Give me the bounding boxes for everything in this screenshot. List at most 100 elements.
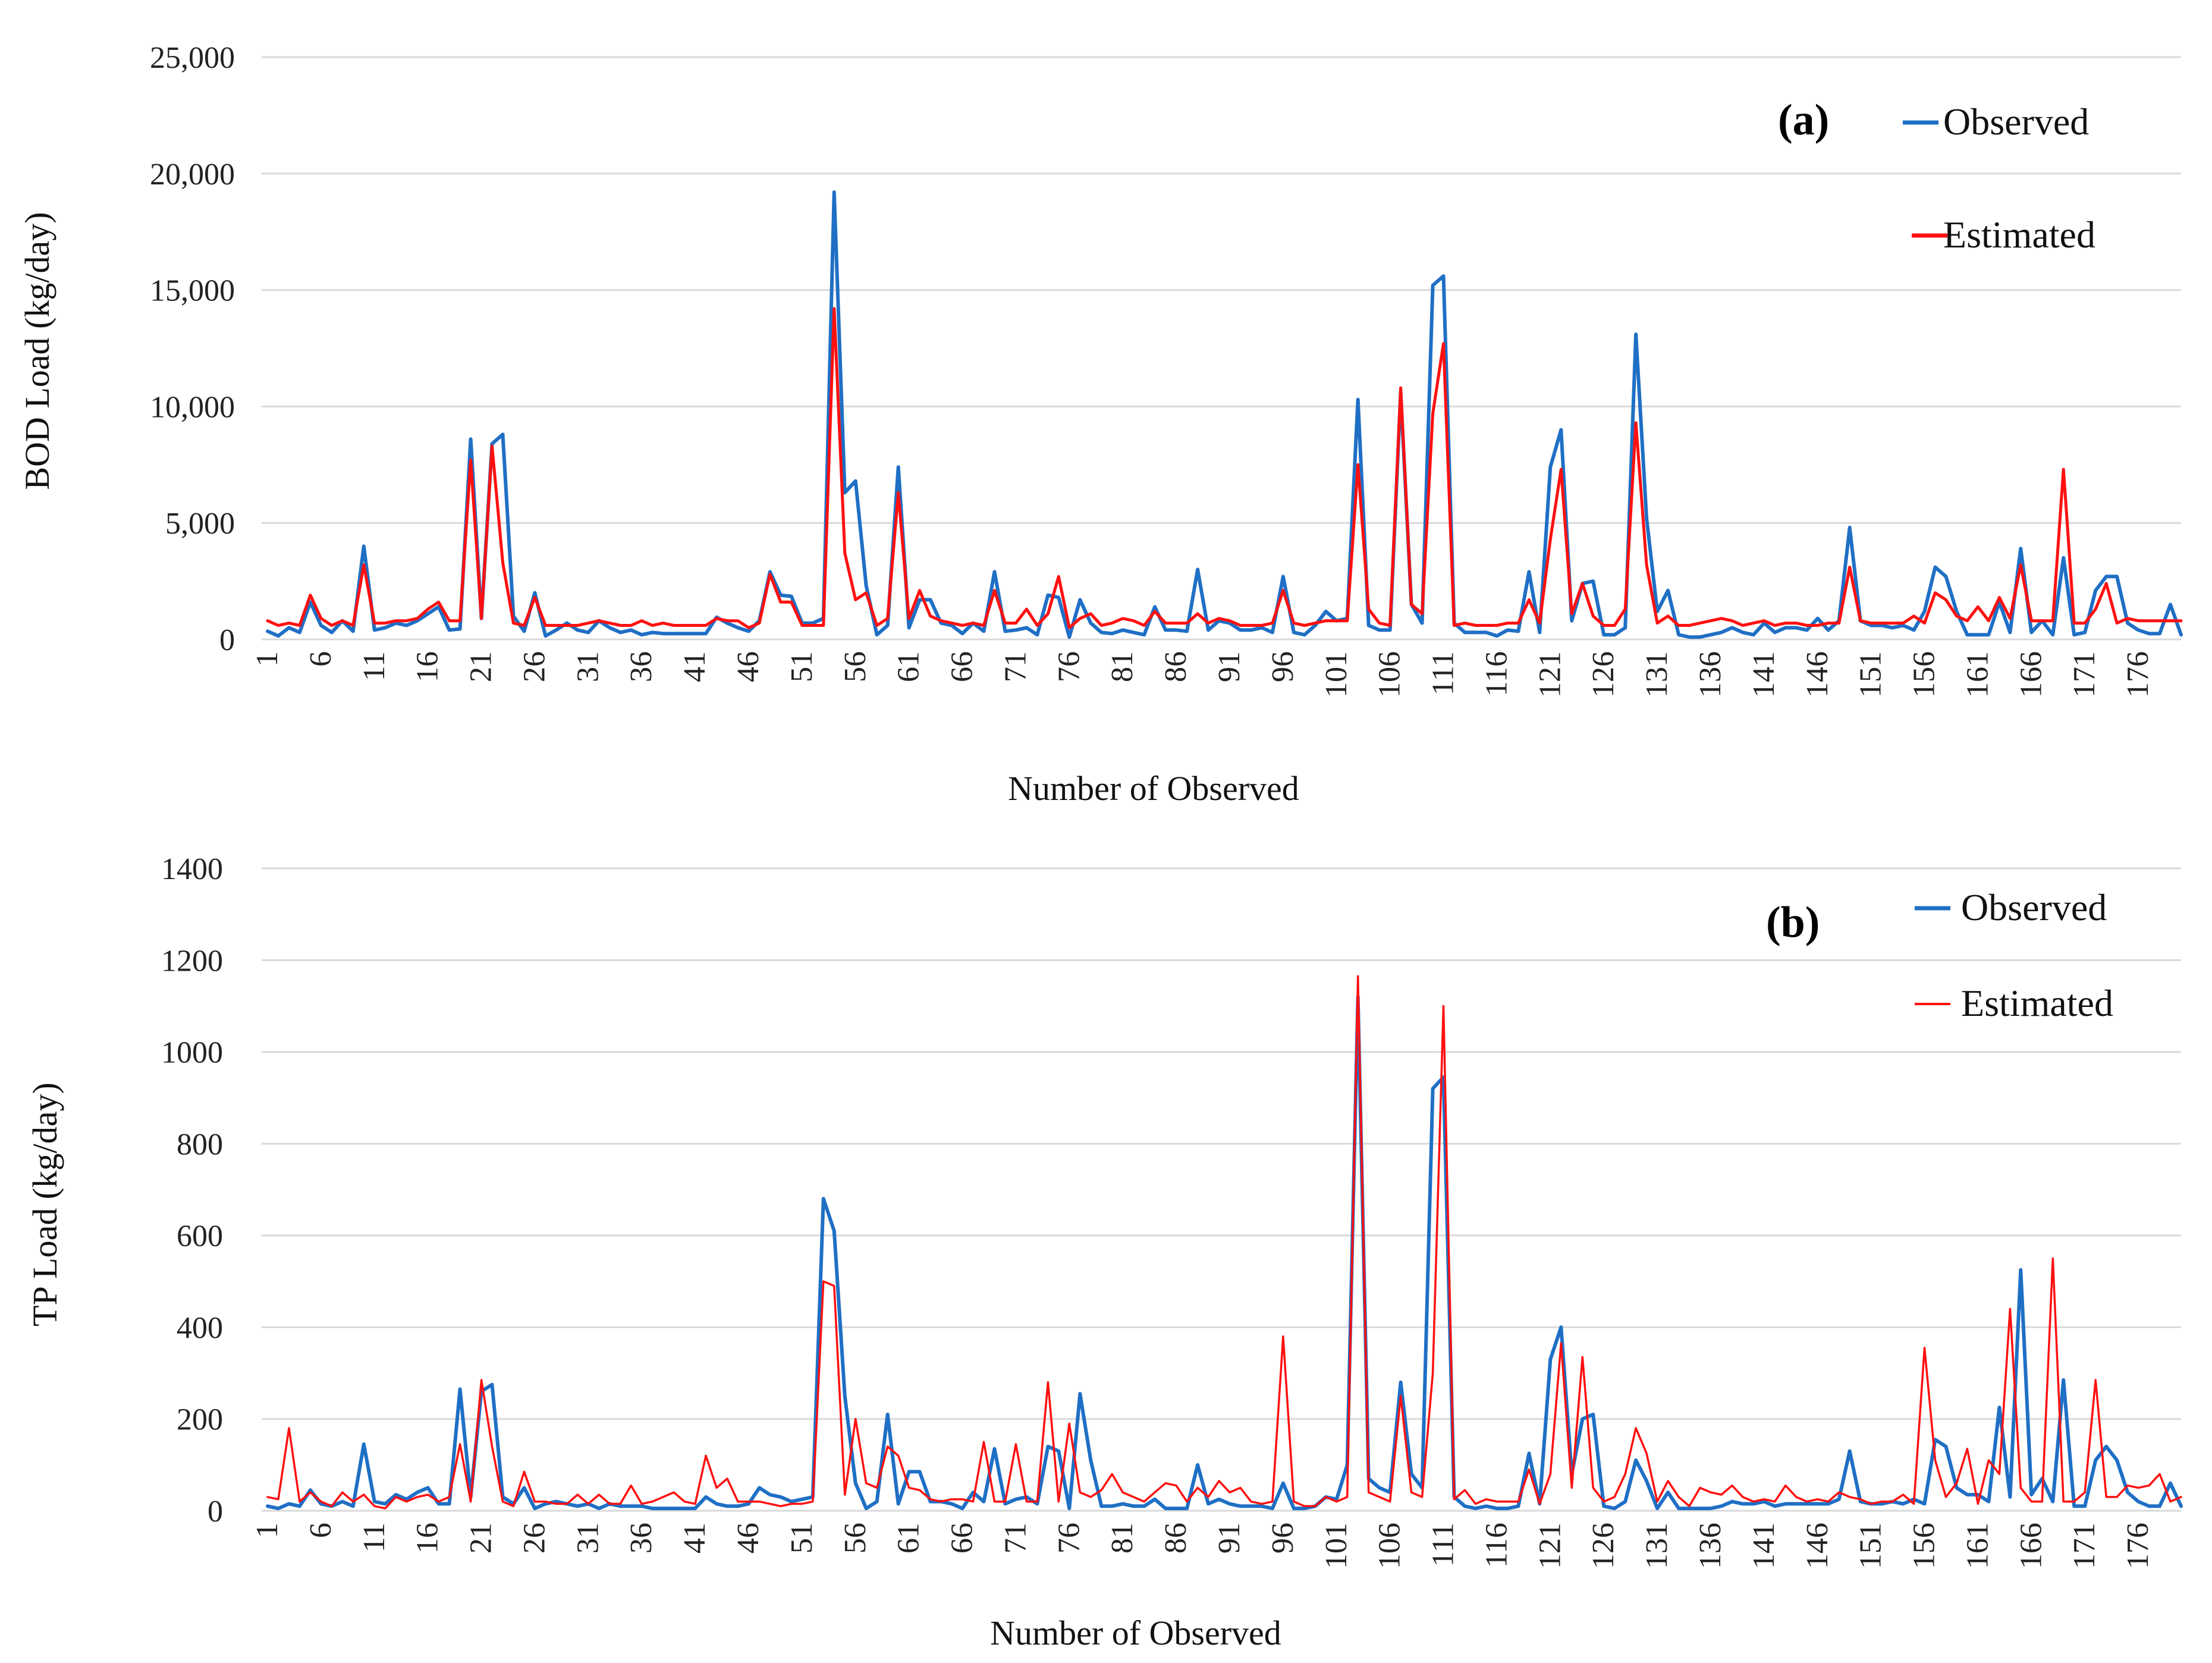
x-tick-label: 131 [1640,1523,1674,1569]
series-line-estimated [266,975,2182,1510]
x-tick-label: 66 [945,651,979,682]
x-tick-label: 146 [1801,1523,1834,1569]
x-tick-label: 71 [998,1523,1032,1554]
x-tick-label: 141 [1747,1523,1781,1569]
y-tick-label: 1000 [161,1036,223,1070]
panel-a-y-axis-title: BOD Load (kg/day) [18,212,56,490]
x-tick-label: 96 [1266,1523,1300,1554]
x-tick-label: 46 [731,1523,765,1554]
x-tick-label: 96 [1266,651,1300,682]
x-tick-label: 101 [1319,651,1353,698]
x-tick-label: 41 [678,651,712,682]
x-tick-label: 41 [678,1523,712,1554]
x-tick-label: 26 [517,1523,551,1554]
x-tick-label: 136 [1693,651,1727,698]
x-tick-label: 131 [1640,651,1674,698]
x-tick-label: 166 [2014,651,2048,698]
x-tick-label: 136 [1693,1523,1727,1569]
x-tick-label: 16 [411,651,445,682]
series-line-estimated [266,307,2183,629]
x-tick-label: 21 [464,1523,498,1554]
y-tick-label: 200 [177,1403,223,1437]
x-tick-label: 36 [624,651,658,682]
x-tick-label: 156 [1908,651,1941,698]
x-tick-label: 121 [1533,651,1567,698]
panel-b-y-axis-title: TP Load (kg/day) [26,1082,64,1326]
y-tick-label: 15,000 [150,274,235,308]
x-tick-label: 121 [1533,1523,1567,1569]
x-tick-label: 31 [571,651,605,682]
x-tick-label: 26 [517,651,551,682]
x-tick-label: 1 [250,1523,284,1538]
panel-b-gridlines [262,867,2181,1512]
x-tick-label: 11 [357,651,391,681]
panel-b-legend: Observed Estimated [1915,886,2113,1024]
x-tick-label: 91 [1212,651,1246,682]
x-tick-label: 151 [1854,651,1888,698]
y-tick-label: 10,000 [150,390,235,424]
x-tick-label: 111 [1427,651,1460,695]
y-tick-label: 400 [177,1311,223,1345]
x-tick-label: 171 [2068,1523,2101,1569]
x-tick-label: 1 [250,651,284,667]
y-tick-label: 0 [219,623,235,657]
x-tick-label: 111 [1427,1523,1460,1567]
x-tick-label: 151 [1854,1523,1888,1569]
x-tick-label: 76 [1052,651,1086,682]
panel-b-x-axis-title: Number of Observed [990,1614,1281,1652]
x-tick-label: 51 [785,1523,819,1554]
x-tick-label: 161 [1960,651,1994,698]
x-tick-label: 171 [2068,651,2101,698]
x-tick-label: 116 [1479,1523,1513,1568]
y-tick-label: 20,000 [150,158,235,192]
x-tick-label: 116 [1479,651,1513,696]
x-tick-label: 11 [357,1523,391,1552]
x-tick-label: 126 [1586,651,1620,698]
panel-a-legend: Observed Estimated [1903,101,2095,256]
panel-b-y-ticks: 0 200 400 600 800 1000 1200 1400 [161,852,223,1529]
x-tick-label: 126 [1586,1523,1620,1569]
x-tick-label: 176 [2121,1523,2155,1569]
series-line-observed [266,190,2183,639]
x-tick-label: 71 [998,651,1032,682]
panel-a-x-ticks: 1 6 11 16 21 26 31 36 41 46 51 56 61 66 71 76 81 86 91 96 10… [250,651,2155,698]
x-tick-label: 146 [1801,651,1834,698]
x-tick-label: 106 [1373,1523,1407,1569]
x-tick-label: 76 [1052,1523,1086,1554]
x-tick-label: 81 [1105,651,1139,682]
panel-b-series [266,975,2183,1511]
panel-a-gridlines [262,56,2181,641]
x-tick-label: 86 [1159,1523,1193,1554]
panel-a-x-axis-title: Number of Observed [1008,769,1299,808]
x-tick-label: 36 [624,1523,658,1554]
x-tick-label: 81 [1105,1523,1139,1554]
x-tick-label: 51 [785,651,819,682]
x-tick-label: 141 [1747,651,1781,698]
x-tick-label: 156 [1908,1523,1941,1569]
panel-a-series [266,190,2183,639]
y-tick-label: 800 [177,1128,223,1162]
y-tick-label: 1200 [161,944,223,978]
x-tick-label: 56 [838,651,872,682]
panel-b-legend-observed-label: Observed [1961,886,2107,928]
x-tick-label: 56 [838,1523,872,1554]
x-tick-label: 6 [304,1523,338,1538]
x-tick-label: 101 [1319,1523,1353,1569]
x-tick-label: 16 [411,1523,445,1554]
x-tick-label: 161 [1960,1523,1994,1569]
x-tick-label: 31 [571,1523,605,1554]
panel-a-legend-observed-label: Observed [1943,101,2089,143]
y-tick-label: 25,000 [150,41,235,75]
y-tick-label: 0 [208,1495,223,1529]
panel-b-legend-estimated-label: Estimated [1961,982,2113,1024]
series-line-observed [266,995,2183,1511]
x-tick-label: 66 [945,1523,979,1554]
x-tick-label: 21 [464,651,498,682]
panel-b-label: (b) [1766,898,1820,947]
x-tick-label: 46 [731,651,765,682]
y-tick-label: 1400 [161,852,223,886]
panel-a-legend-estimated-label: Estimated [1943,214,2095,256]
